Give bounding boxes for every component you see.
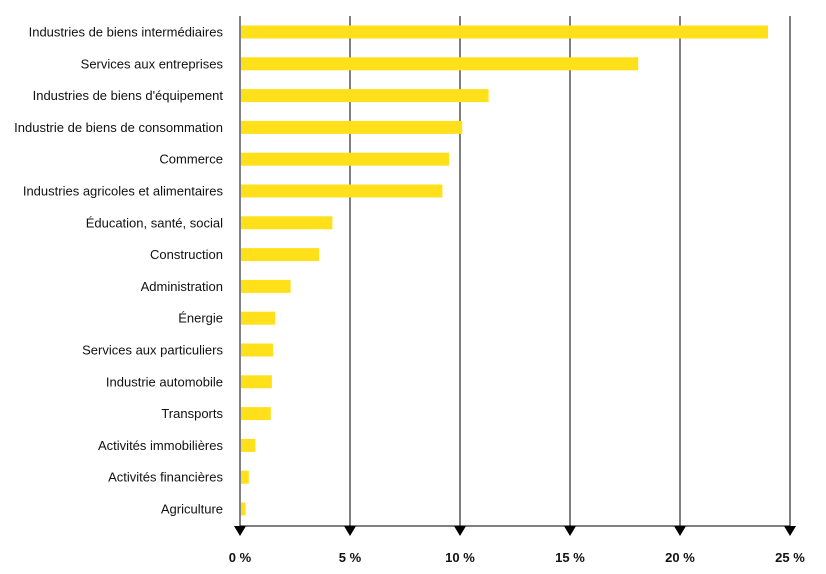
tick-label: 15 % [555,550,585,565]
category-label: Industries de biens intermédiaires [29,25,224,40]
category-label: Activités immobilières [98,438,223,453]
tick-labels: 0 % 5 % 10 % 15 % 20 % 25 % [229,550,805,565]
bar [241,502,246,516]
category-label: Activités financières [108,470,223,485]
category-labels: Industries de biens intermédiaires Servic… [14,25,223,517]
bar [241,311,276,325]
category-label: Agriculture [161,502,223,517]
bar [241,407,271,421]
category-label: Industries de biens d'équipement [33,88,224,103]
tick-label: 20 % [665,550,695,565]
category-label: Construction [150,247,223,262]
tick-marker-15 [564,526,576,536]
category-label: Industrie de biens de consommation [14,120,223,135]
tick-label: 5 % [339,550,362,565]
bar [241,25,768,39]
tick-marker-20 [674,526,686,536]
category-label: Énergie [178,311,223,326]
category-label: Industrie automobile [106,374,223,389]
bar [241,57,639,71]
bar [241,343,273,357]
category-label: Éducation, santé, social [86,215,223,230]
category-label: Services aux particuliers [82,343,223,358]
tick-marker-0 [234,526,246,536]
bar [241,152,449,166]
tick-label: 0 % [229,550,252,565]
bar [241,216,333,230]
bar [241,120,463,134]
tick-label: 25 % [775,550,805,565]
tick-marker-5 [344,526,356,536]
bar [241,89,489,103]
bar [241,279,291,293]
tick-marker-25 [784,526,796,536]
category-label: Transports [161,406,223,421]
bar [241,248,320,262]
axes [234,16,796,536]
bar [241,470,249,484]
bar [241,184,443,198]
tick-marker-10 [454,526,466,536]
category-label: Industries agricoles et alimentaires [23,184,224,199]
bars [241,25,768,516]
category-label: Services aux entreprises [81,56,224,71]
bar [241,375,272,389]
category-label: Administration [141,279,223,294]
bar [241,438,256,452]
tick-label: 10 % [445,550,475,565]
category-label: Commerce [159,152,223,167]
